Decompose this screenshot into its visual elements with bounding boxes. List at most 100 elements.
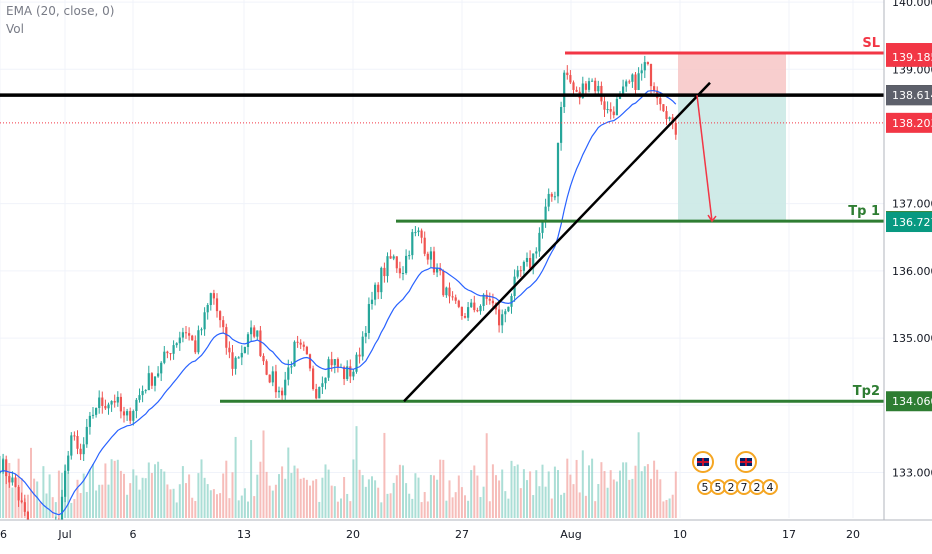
- volume-bar: [591, 458, 594, 518]
- volume-bar: [265, 471, 268, 518]
- volume-bar: [460, 487, 463, 518]
- candle-body: [209, 293, 212, 306]
- candle-body: [188, 333, 191, 336]
- candle-body: [386, 256, 389, 277]
- candle-body: [197, 330, 200, 353]
- candle-body: [82, 444, 85, 455]
- candle-body: [277, 390, 281, 393]
- candle-body: [516, 270, 519, 277]
- volume-bar: [454, 492, 457, 518]
- volume-legend[interactable]: Vol: [6, 22, 24, 36]
- candle-body: [609, 109, 612, 112]
- time-tick-label-9: 20: [846, 528, 860, 541]
- volume-bar: [259, 461, 262, 518]
- candle-body: [144, 390, 147, 392]
- time-tick-label-1: Jul: [57, 528, 71, 541]
- price-tag-label-1: 139.185: [892, 51, 932, 64]
- volume-bar: [231, 472, 234, 518]
- volume-bar: [175, 502, 178, 518]
- volume-bar: [327, 469, 330, 518]
- candle-body: [470, 302, 473, 308]
- volume-bar: [2, 458, 5, 518]
- volume-bar: [584, 495, 587, 518]
- grid: [0, 0, 884, 541]
- volume-bar: [324, 464, 327, 518]
- candle-body: [336, 359, 339, 368]
- volume-bar: [640, 471, 643, 518]
- price-tag-1: [886, 46, 932, 67]
- candle-body: [662, 104, 665, 112]
- volume-bar: [284, 478, 287, 518]
- volume-bar: [166, 484, 169, 518]
- candle-body: [206, 305, 209, 313]
- price-tick-label-3: 135.000: [892, 332, 932, 345]
- candle-body: [532, 253, 535, 269]
- price-tag-4: [886, 112, 932, 133]
- volume-bar: [346, 493, 349, 518]
- volume-bar: [287, 447, 290, 518]
- position-box[interactable]: [678, 53, 786, 222]
- drawings[interactable]: [403, 81, 717, 403]
- volume-bar: [414, 473, 417, 518]
- volume-bar: [144, 478, 147, 518]
- candle-body: [73, 435, 76, 437]
- event-label-3: 7: [741, 481, 748, 494]
- candle-body: [659, 98, 662, 105]
- candle-body: [587, 81, 591, 90]
- volume-bar: [516, 464, 519, 518]
- candle-body: [20, 500, 23, 503]
- candle-body: [246, 334, 250, 347]
- volume-bar: [634, 465, 637, 518]
- volume-bar: [352, 459, 355, 518]
- time-tick-label-2: 6: [130, 528, 137, 541]
- candle-body: [479, 305, 482, 312]
- volume-bars: [0, 426, 677, 518]
- price-tick-label-7: 140.000: [892, 0, 932, 9]
- time-axis[interactable]: 26 Jul 6 13 20 27 Aug 10 17 20: [0, 519, 932, 550]
- candle-body: [628, 81, 631, 83]
- volume-bar: [479, 497, 482, 518]
- ema-legend[interactable]: EMA (20, close, 0): [6, 4, 115, 18]
- candle-body: [370, 299, 374, 305]
- volume-bar: [14, 484, 17, 518]
- levels[interactable]: SL Tp 1 Tp2: [0, 36, 884, 403]
- time-tick-label-5: 27: [455, 528, 469, 541]
- volume-bar: [141, 477, 144, 518]
- volume-bar: [445, 500, 448, 518]
- volume-bar: [473, 465, 476, 518]
- volume-bar: [510, 460, 513, 518]
- price-tag-label-7: 134.060: [892, 395, 932, 408]
- volume-bar: [8, 462, 11, 518]
- candle-body: [17, 486, 20, 501]
- price-axis[interactable]: 132.000133.000134.000135.000136.000137.0…: [883, 0, 932, 550]
- volume-bar: [538, 486, 541, 518]
- volume-bar: [101, 484, 104, 518]
- volume-bar: [355, 426, 358, 518]
- volume-bar: [200, 459, 203, 518]
- volume-bar: [646, 464, 649, 518]
- candle-body: [256, 330, 259, 337]
- candle-body: [222, 320, 225, 328]
- candle-body: [398, 268, 401, 274]
- volume-bar: [172, 488, 175, 518]
- candle-body: [91, 414, 95, 416]
- volume-bar: [501, 469, 504, 518]
- volume-bar: [163, 471, 166, 518]
- candle-body: [501, 314, 504, 326]
- volume-bar: [253, 496, 256, 518]
- candle-body: [603, 101, 606, 110]
- candle-body: [299, 342, 302, 345]
- candle-body: [110, 401, 113, 405]
- volume-bar: [674, 471, 677, 518]
- candle-body: [330, 359, 333, 366]
- volume-bar: [135, 475, 138, 518]
- volume-bar: [237, 500, 240, 518]
- volume-bar: [76, 479, 79, 518]
- candle-body: [138, 395, 141, 400]
- volume-bar: [225, 460, 228, 518]
- volume-bar: [526, 480, 528, 518]
- candle-body: [293, 341, 296, 367]
